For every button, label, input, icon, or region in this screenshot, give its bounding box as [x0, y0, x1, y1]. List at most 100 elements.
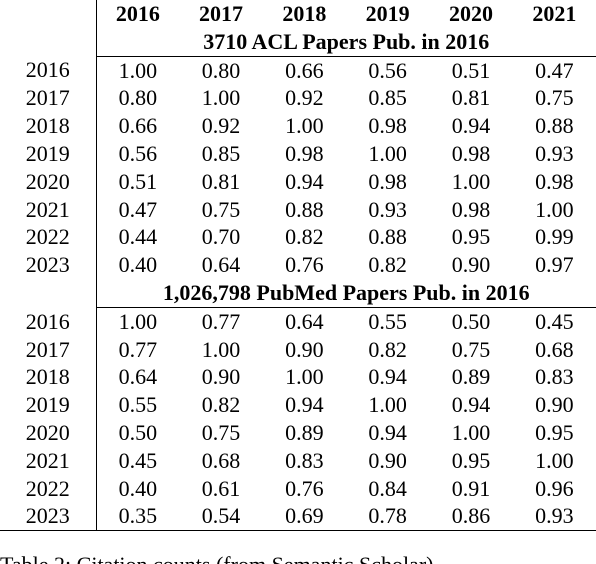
caption-text: Table 2: Citation counts (from Semantic …	[0, 552, 433, 564]
table-cell: 0.47	[535, 57, 574, 83]
table-cell: 1.00	[451, 168, 491, 194]
table-cell: 1.00	[118, 308, 158, 334]
column-header: 2017	[198, 1, 243, 26]
table-cell: 0.94	[285, 168, 324, 194]
table-cell: 1.00	[368, 392, 407, 418]
column-header: 2018	[282, 1, 327, 26]
table-cell: 0.92	[201, 113, 241, 139]
row-label: 2021	[0, 195, 97, 224]
table-row: 2021 0.47 0.75 0.88 0.93 0.98 1.00	[0, 195, 596, 224]
table-cell: 0.77	[118, 336, 158, 362]
table-cell: 0.82	[368, 336, 407, 362]
table-cell: 0.84	[368, 475, 407, 501]
table-row: 2020 0.51 0.81 0.94 0.98 1.00 0.98	[0, 167, 596, 196]
section-title-row: 3710 ACL Papers Pub. in 2016	[0, 27, 596, 57]
table-cell: 0.85	[368, 85, 407, 111]
row-label: 2016	[0, 56, 97, 85]
table-cell: 0.66	[118, 113, 158, 139]
table-row: 2021 0.45 0.68 0.83 0.90 0.95 1.00	[0, 446, 596, 475]
section-title: 1,026,798 PubMed Papers Pub. in 2016	[96, 278, 596, 308]
table-cell: 0.95	[451, 224, 491, 250]
table-cell: 0.94	[451, 392, 491, 418]
table-cell: 0.45	[535, 308, 574, 334]
table-cell: 0.51	[118, 168, 158, 194]
table-row: 2023 0.35 0.54 0.69 0.78 0.86 0.93	[0, 502, 596, 532]
table-cell: 0.94	[285, 392, 324, 418]
table-cell: 0.51	[451, 57, 491, 83]
table-cell: 0.98	[368, 168, 407, 194]
table-cell: 0.68	[201, 447, 241, 473]
table-cell: 0.96	[535, 475, 574, 501]
table-cell: 0.56	[118, 140, 158, 166]
table-cell: 0.98	[368, 113, 407, 139]
table-cell: 1.00	[368, 140, 407, 166]
table-cell: 0.56	[368, 57, 407, 83]
row-label: 2022	[0, 223, 97, 252]
table-cell: 0.54	[179, 502, 263, 532]
row-label: 2020	[0, 167, 97, 196]
table-cell: 0.45	[118, 447, 158, 473]
table-cell: 0.93	[535, 140, 574, 166]
table-cell: 1.00	[118, 57, 158, 83]
table-row: 2018 0.64 0.90 1.00 0.94 0.89 0.83	[0, 363, 596, 392]
table-cell: 0.88	[285, 196, 324, 222]
table-cell: 0.86	[429, 502, 513, 532]
row-label: 2019	[0, 139, 97, 168]
table-cell: 1.00	[535, 447, 574, 473]
column-header: 2021	[532, 1, 577, 26]
table-cell: 0.80	[118, 85, 158, 111]
section-title-row: 1,026,798 PubMed Papers Pub. in 2016	[0, 278, 596, 308]
table-cell: 0.66	[285, 57, 324, 83]
table-cell: 0.40	[118, 252, 158, 278]
table-cell: 0.93	[512, 502, 596, 532]
table-cell: 0.64	[201, 252, 241, 278]
table-row: 2018 0.66 0.92 1.00 0.98 0.94 0.88	[0, 112, 596, 140]
table-row: 2023 0.40 0.64 0.76 0.82 0.90 0.97	[0, 251, 596, 279]
table-cell: 0.81	[201, 168, 241, 194]
table-row: 2019 0.55 0.82 0.94 1.00 0.94 0.90	[0, 391, 596, 419]
table-cell: 1.00	[535, 196, 574, 222]
table-row: 2017 0.77 1.00 0.90 0.82 0.75 0.68	[0, 335, 596, 364]
table-cell: 0.40	[118, 475, 158, 501]
table-cell: 0.98	[285, 140, 324, 166]
table-cell: 1.00	[285, 364, 324, 390]
row-label: 2017	[0, 335, 97, 364]
row-label: 2018	[0, 363, 97, 392]
table-cell: 0.50	[118, 419, 158, 445]
table-cell: 0.55	[118, 392, 158, 418]
table-cell: 0.90	[535, 392, 574, 418]
table-cell: 1.00	[201, 336, 241, 362]
table-cell: 0.95	[535, 419, 574, 445]
table-row: 2017 0.80 1.00 0.92 0.85 0.81 0.75	[0, 84, 596, 113]
table-cell: 0.47	[118, 196, 158, 222]
table-cell: 0.85	[201, 140, 241, 166]
table-cell: 0.80	[201, 57, 241, 83]
table-cell: 0.75	[201, 419, 241, 445]
row-label: 2019	[0, 391, 97, 419]
table-cell: 0.99	[535, 224, 574, 250]
table-cell: 0.44	[118, 224, 158, 250]
table-cell: 1.00	[451, 419, 491, 445]
table-cell: 0.89	[285, 419, 324, 445]
table-cell: 0.82	[201, 392, 241, 418]
table-cell: 1.00	[201, 85, 241, 111]
table-cell: 0.81	[451, 85, 491, 111]
table-cell: 0.82	[368, 252, 407, 278]
table-cell: 0.92	[285, 85, 324, 111]
table-cell: 0.90	[285, 336, 324, 362]
table-cell: 0.35	[96, 502, 180, 532]
table-caption: Table 2: Citation counts (from Semantic …	[0, 548, 596, 564]
row-label: 2023	[0, 251, 97, 279]
table-cell: 0.98	[451, 140, 491, 166]
section-spacer-cell	[0, 278, 97, 308]
row-label: 2020	[0, 418, 97, 447]
table-cell: 0.77	[201, 308, 241, 334]
table-cell: 0.95	[451, 447, 491, 473]
table-cell: 0.90	[368, 447, 407, 473]
column-header-row: 2016 2017 2018 2019 2020 2021	[0, 0, 596, 28]
table-cell: 0.75	[451, 336, 491, 362]
corner-cell	[0, 0, 97, 28]
section-spacer-cell	[0, 27, 97, 57]
row-label: 2018	[0, 112, 97, 140]
table-cell: 0.97	[535, 252, 574, 278]
